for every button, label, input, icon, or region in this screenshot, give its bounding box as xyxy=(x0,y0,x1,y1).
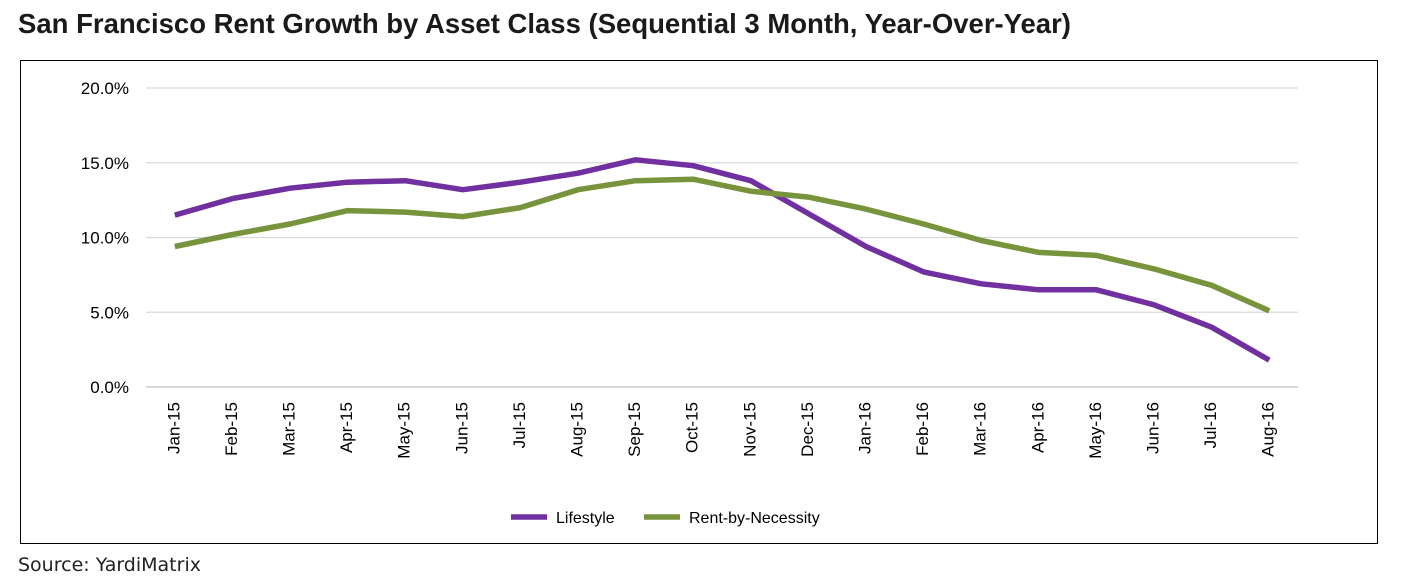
y-tick-label: 20.0% xyxy=(81,79,129,98)
x-tick-label: Mar-15 xyxy=(279,402,298,456)
y-tick-label: 0.0% xyxy=(90,378,129,397)
x-tick-label: Dec-15 xyxy=(798,402,817,457)
chart-frame: 0.0% 5.0% 10.0% 15.0% 20.0% Jan-15 Feb-15 Mar-… xyxy=(20,60,1378,544)
x-tick-label: Jun-15 xyxy=(452,402,471,454)
x-tick-label: Aug-15 xyxy=(567,402,586,457)
source-note: Source: YardiMatrix xyxy=(18,554,201,576)
x-axis-ticks: Jan-15 Feb-15 Mar-15 Apr-15 May-15 Jun-15 Jul-… xyxy=(164,402,1277,459)
legend: Lifestyle Rent-by-Necessity xyxy=(511,510,820,527)
x-tick-label: Jun-16 xyxy=(1143,402,1162,454)
chart-title: San Francisco Rent Growth by Asset Class… xyxy=(18,8,1071,39)
series-lines xyxy=(174,157,1271,363)
x-tick-label: Nov-15 xyxy=(740,402,759,457)
series-line-lifestyle xyxy=(174,157,1271,363)
x-tick-label: Jan-16 xyxy=(855,402,874,454)
y-tick-label: 5.0% xyxy=(90,303,129,322)
legend-label: Lifestyle xyxy=(556,510,615,527)
legend-label: Rent-by-Necessity xyxy=(689,510,820,527)
x-tick-label: Mar-16 xyxy=(971,402,990,456)
x-tick-label: Oct-15 xyxy=(683,402,702,453)
x-tick-label: Jul-16 xyxy=(1201,402,1220,448)
gridlines xyxy=(146,87,1298,388)
y-tick-label: 10.0% xyxy=(81,229,129,248)
y-tick-label: 15.0% xyxy=(81,154,129,173)
x-tick-label: Jul-15 xyxy=(510,402,529,448)
x-tick-label: Aug-16 xyxy=(1259,402,1278,457)
y-axis-ticks: 0.0% 5.0% 10.0% 15.0% 20.0% xyxy=(81,79,129,397)
x-tick-label: Apr-15 xyxy=(337,402,356,453)
line-chart: 0.0% 5.0% 10.0% 15.0% 20.0% Jan-15 Feb-15 Mar-… xyxy=(81,79,1298,527)
series-line-rent-by-necessity xyxy=(174,176,1271,314)
x-tick-label: Feb-15 xyxy=(222,402,241,456)
x-tick-label: Apr-16 xyxy=(1028,402,1047,453)
x-tick-label: Feb-16 xyxy=(913,402,932,456)
x-tick-label: May-16 xyxy=(1086,402,1105,459)
x-tick-label: Sep-15 xyxy=(625,402,644,457)
x-tick-label: Jan-15 xyxy=(164,402,183,454)
x-tick-label: May-15 xyxy=(395,402,414,459)
